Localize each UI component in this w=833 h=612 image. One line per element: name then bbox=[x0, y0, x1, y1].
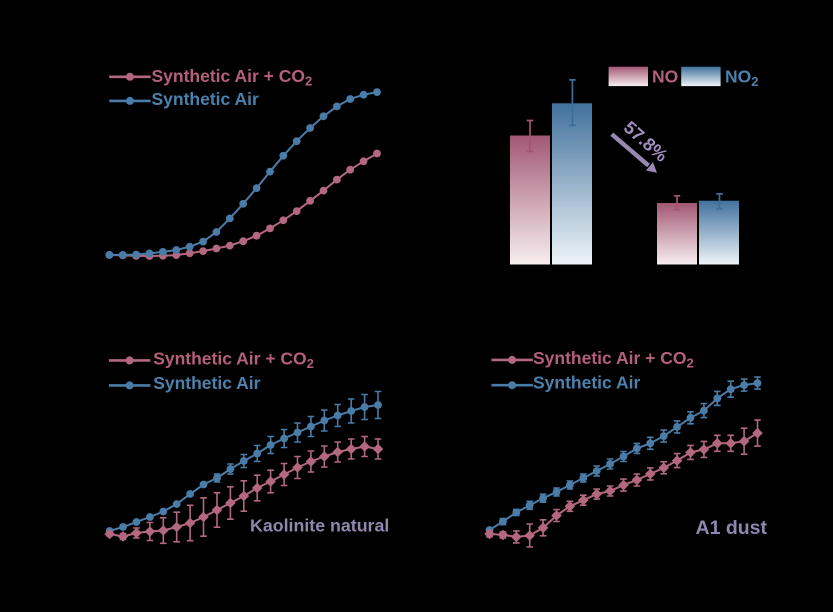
svg-text:Synthetic Air: Synthetic Air bbox=[153, 373, 260, 393]
svg-text:A1 dust: A1 dust bbox=[696, 517, 768, 539]
svg-text:Synthetic Air + CO2: Synthetic Air + CO2 bbox=[153, 348, 314, 371]
svg-text:Synthetic Air + CO2: Synthetic Air + CO2 bbox=[152, 66, 313, 89]
svg-text:Synthetic Air: Synthetic Air bbox=[533, 373, 640, 393]
svg-text:Synthetic Air: Synthetic Air bbox=[152, 89, 259, 109]
svg-text:Kaolinite natural: Kaolinite natural bbox=[250, 516, 389, 536]
svg-text:Synthetic Air + CO2: Synthetic Air + CO2 bbox=[533, 348, 694, 371]
svg-text:NO: NO bbox=[652, 66, 678, 86]
svg-text:NO2: NO2 bbox=[725, 66, 758, 89]
